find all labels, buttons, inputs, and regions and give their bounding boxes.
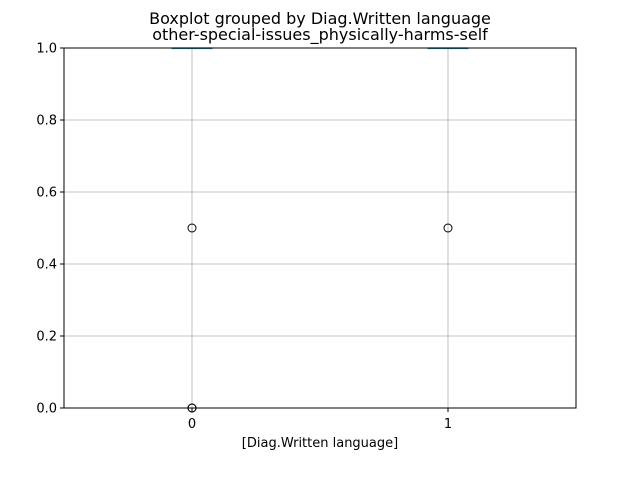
y-tick-label: 1.0 — [36, 42, 57, 57]
y-tick-label: 0.6 — [36, 186, 57, 201]
outlier-point — [443, 223, 453, 233]
y-tick-label: 0.2 — [36, 330, 57, 345]
y-tick-label: 0.8 — [36, 114, 57, 129]
outlier-point — [187, 223, 197, 233]
chart-subtitle: other-special-issues_physically-harms-se… — [152, 25, 488, 45]
y-axis-ticks: 0.0 0.2 0.4 0.6 0.8 1.0 — [36, 42, 64, 417]
x-tick-label: 0 — [188, 417, 196, 432]
x-axis-label: [Diag.Written language] — [242, 436, 398, 451]
x-tick-label: 1 — [444, 417, 452, 432]
chart-title: Boxplot grouped by Diag.Written language — [149, 9, 491, 28]
y-tick-label: 0.0 — [36, 402, 57, 417]
plot-area-frame — [63, 47, 577, 409]
y-tick-label: 0.4 — [36, 258, 57, 273]
